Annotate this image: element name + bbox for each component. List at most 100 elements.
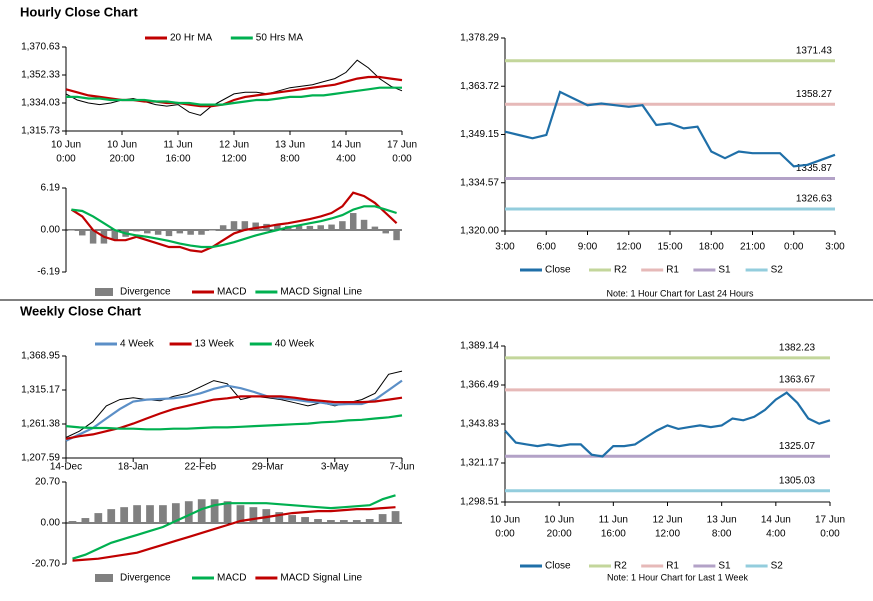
series-line [70, 191, 398, 253]
y-tick-label: 1,320.00 [460, 226, 499, 237]
divergence-bar [249, 507, 258, 523]
x-tick-label: 22-Feb [185, 462, 217, 473]
x-tick-label: 7-Jun [389, 462, 414, 473]
divergence-bar [274, 224, 281, 230]
x-tick-sublabel: 16:00 [165, 154, 190, 165]
x-tick-label: 14 Jun [331, 140, 361, 151]
divergence-bar [314, 519, 322, 523]
series-line [72, 506, 396, 562]
divergence-bar [187, 230, 194, 235]
divergence-bar [176, 230, 184, 234]
divergence-bar [219, 225, 227, 230]
chart-note: Note: 1 Hour Chart for Last 1 Week [607, 572, 748, 582]
series-line [72, 494, 396, 560]
legend-label: R1 [666, 561, 679, 572]
divergence-bar [306, 225, 314, 230]
legend-label: S2 [771, 561, 784, 572]
divergence-bar [339, 221, 346, 230]
x-tick-label: 18:00 [699, 242, 724, 253]
legend-label: MACD [217, 287, 246, 298]
legend-label: S2 [771, 265, 784, 276]
divergence-bar [252, 222, 259, 230]
divergence-bar [241, 221, 249, 230]
x-tick-label: 21:00 [740, 242, 765, 253]
divergence-bar [352, 520, 361, 523]
divergence-bar [378, 514, 387, 523]
divergence-bar [382, 230, 389, 234]
y-tick-label: 1,207.59 [21, 453, 60, 464]
x-tick-label: 14-Dec [50, 462, 82, 473]
divergence-bar [295, 225, 303, 230]
divergence-bar [159, 505, 167, 523]
x-tick-label: 3:00 [495, 242, 515, 253]
divergence-bar [68, 521, 77, 523]
x-tick-label: 13 Jun [707, 515, 737, 526]
divergence-bar [317, 225, 324, 230]
legend-label: MACD Signal Line [280, 573, 362, 584]
divergence-bar [301, 517, 309, 523]
y-tick-label: 1,334.57 [460, 177, 499, 188]
legend-label: 50 Hrs MA [256, 33, 304, 44]
series-line [65, 395, 403, 440]
pivot-level-label: 1382.23 [779, 343, 816, 354]
x-tick-sublabel: 0:00 [56, 154, 76, 165]
x-tick-label: 14 Jun [761, 515, 791, 526]
divergence-bar [133, 505, 141, 523]
y-tick-label: 1,349.15 [460, 129, 499, 140]
x-tick-label: 17 Jun [815, 515, 845, 526]
y-tick-label: 1,298.51 [460, 497, 499, 508]
legend-label: Close [545, 561, 571, 572]
pivot-level-label: 1325.07 [779, 441, 816, 452]
series-line [66, 86, 402, 106]
legend-label: R2 [614, 265, 627, 276]
series-line [65, 379, 403, 442]
divergence-bar [210, 499, 219, 523]
series-line [504, 90, 836, 168]
divergence-bar [393, 230, 400, 241]
y-tick-label: -6.19 [37, 267, 60, 278]
divergence-bar [107, 509, 116, 523]
x-tick-sublabel: 0:00 [820, 529, 840, 540]
x-tick-label: 12:00 [616, 242, 641, 253]
divergence-bar [89, 230, 97, 244]
divergence-bar [165, 230, 173, 237]
x-tick-sublabel: 4:00 [766, 529, 786, 540]
y-tick-label: 1,334.03 [21, 98, 60, 109]
section-title: Weekly Close Chart [20, 303, 142, 318]
series-line [65, 414, 403, 431]
divergence-bar [223, 501, 232, 523]
divergence-bar [184, 501, 193, 523]
x-tick-label: 10 Jun [107, 140, 137, 151]
chart-note: Note: 1 Hour Chart for Last 24 Hours [606, 288, 754, 298]
x-tick-label: 10 Jun [490, 515, 520, 526]
x-tick-sublabel: 20:00 [547, 529, 572, 540]
divergence-bar [391, 511, 400, 523]
divergence-bar [171, 503, 180, 523]
divergence-bar [144, 230, 151, 234]
y-tick-label: 1,389.14 [460, 341, 499, 352]
legend-label: R2 [614, 561, 627, 572]
x-tick-sublabel: 8:00 [280, 154, 300, 165]
legend-label: 13 Week [195, 339, 235, 350]
y-tick-label: 1,352.33 [21, 70, 60, 81]
y-tick-label: 20.70 [35, 477, 60, 488]
divergence-bar [146, 505, 154, 523]
legend-label: 20 Hr MA [170, 33, 213, 44]
y-tick-label: 1,261.38 [21, 419, 60, 430]
legend-label: Close [545, 265, 571, 276]
y-tick-label: 1,378.29 [460, 33, 499, 44]
pivot-level-label: 1305.03 [779, 475, 816, 486]
legend-swatch [95, 288, 113, 296]
x-tick-label: 9:00 [578, 242, 598, 253]
divergence-bar [360, 219, 368, 230]
x-tick-label: 11 Jun [163, 140, 192, 151]
legend-label: S1 [718, 561, 731, 572]
y-tick-label: 1,366.49 [460, 380, 499, 391]
divergence-bar [198, 230, 205, 235]
x-tick-label: 3-May [321, 462, 349, 473]
section-title: Hourly Close Chart [20, 4, 138, 19]
legend-label: R1 [666, 265, 679, 276]
divergence-bar [120, 507, 129, 523]
legend-label: MACD Signal Line [280, 287, 362, 298]
